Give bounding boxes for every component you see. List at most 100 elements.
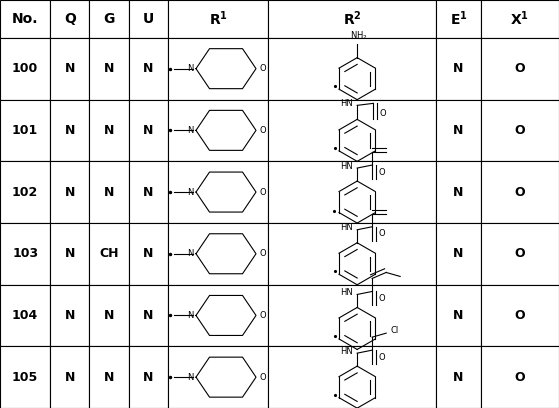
Text: N: N — [104, 62, 114, 75]
Text: O: O — [259, 249, 266, 258]
Bar — [168, 223, 268, 285]
Bar — [129, 285, 168, 346]
Bar — [89, 161, 129, 223]
Text: O: O — [259, 188, 266, 197]
Bar — [89, 285, 129, 346]
Text: N: N — [187, 64, 193, 73]
Text: 103: 103 — [12, 247, 38, 260]
Bar — [481, 161, 559, 223]
Bar — [436, 346, 481, 408]
Bar — [481, 0, 559, 38]
Bar — [481, 223, 559, 285]
Bar — [268, 346, 436, 408]
Bar — [436, 223, 481, 285]
Bar — [0, 346, 50, 408]
Text: O: O — [514, 186, 525, 199]
Text: No.: No. — [12, 12, 39, 26]
Text: Cl: Cl — [390, 326, 399, 335]
Text: 100: 100 — [12, 62, 38, 75]
Bar — [89, 0, 129, 38]
Bar — [168, 38, 268, 100]
Bar — [168, 346, 268, 408]
Text: N: N — [65, 247, 75, 260]
Text: N: N — [143, 124, 153, 137]
Text: O: O — [514, 124, 525, 137]
Text: $\mathbf{E^1}$: $\mathbf{E^1}$ — [449, 10, 467, 28]
Text: N: N — [143, 247, 153, 260]
Text: O: O — [379, 229, 386, 238]
Text: N: N — [143, 370, 153, 384]
Bar — [89, 38, 129, 100]
Text: N: N — [453, 62, 463, 75]
Bar — [89, 346, 129, 408]
Bar — [481, 38, 559, 100]
Bar — [129, 38, 168, 100]
Bar — [129, 161, 168, 223]
Text: $\mathbf{X^1}$: $\mathbf{X^1}$ — [510, 10, 529, 28]
Bar — [50, 346, 89, 408]
Text: N: N — [104, 186, 114, 199]
Text: 102: 102 — [12, 186, 38, 199]
Bar — [0, 161, 50, 223]
Text: NH$_2$: NH$_2$ — [350, 29, 368, 42]
Text: O: O — [380, 109, 386, 118]
Bar — [436, 0, 481, 38]
Text: 104: 104 — [12, 309, 38, 322]
Text: N: N — [453, 309, 463, 322]
Text: O: O — [379, 353, 386, 361]
Text: O: O — [514, 309, 525, 322]
Text: O: O — [259, 373, 266, 381]
Text: N: N — [453, 186, 463, 199]
Bar — [89, 223, 129, 285]
Bar — [89, 100, 129, 161]
Bar — [268, 285, 436, 346]
Bar — [268, 161, 436, 223]
Text: $\mathbf{R^2}$: $\mathbf{R^2}$ — [343, 10, 362, 28]
Bar — [481, 346, 559, 408]
Text: O: O — [259, 64, 266, 73]
Bar — [268, 38, 436, 100]
Text: U: U — [143, 12, 154, 26]
Bar — [50, 38, 89, 100]
Text: N: N — [187, 188, 193, 197]
Text: 101: 101 — [12, 124, 38, 137]
Bar — [0, 285, 50, 346]
Bar — [50, 100, 89, 161]
Text: N: N — [104, 309, 114, 322]
Text: O: O — [514, 370, 525, 384]
Bar — [129, 100, 168, 161]
Bar — [50, 223, 89, 285]
Text: HN: HN — [340, 99, 353, 108]
Text: HN: HN — [340, 347, 353, 356]
Text: Q: Q — [64, 12, 76, 26]
Bar — [129, 223, 168, 285]
Bar — [168, 0, 268, 38]
Bar — [436, 38, 481, 100]
Bar — [168, 161, 268, 223]
Bar — [50, 0, 89, 38]
Bar — [436, 100, 481, 161]
Bar — [481, 285, 559, 346]
Bar — [168, 285, 268, 346]
Text: N: N — [65, 62, 75, 75]
Text: N: N — [143, 62, 153, 75]
Bar — [129, 346, 168, 408]
Text: N: N — [65, 309, 75, 322]
Text: O: O — [379, 168, 386, 177]
Text: HN: HN — [340, 223, 353, 232]
Text: O: O — [259, 311, 266, 320]
Bar — [268, 100, 436, 161]
Text: N: N — [65, 186, 75, 199]
Text: O: O — [379, 294, 386, 303]
Text: N: N — [187, 126, 193, 135]
Bar — [129, 0, 168, 38]
Bar — [50, 161, 89, 223]
Text: N: N — [104, 124, 114, 137]
Bar — [268, 0, 436, 38]
Bar — [268, 223, 436, 285]
Text: CH: CH — [100, 247, 119, 260]
Text: O: O — [514, 62, 525, 75]
Text: N: N — [143, 309, 153, 322]
Text: N: N — [453, 247, 463, 260]
Text: N: N — [143, 186, 153, 199]
